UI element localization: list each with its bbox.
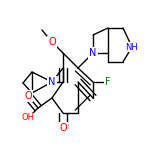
- Text: N: N: [89, 48, 97, 58]
- Text: OH: OH: [21, 114, 34, 123]
- Text: N: N: [48, 77, 56, 87]
- Text: O: O: [24, 91, 32, 101]
- Text: NH: NH: [126, 42, 138, 51]
- Text: O: O: [59, 123, 67, 133]
- Text: F: F: [105, 77, 111, 87]
- Text: O: O: [48, 37, 56, 47]
